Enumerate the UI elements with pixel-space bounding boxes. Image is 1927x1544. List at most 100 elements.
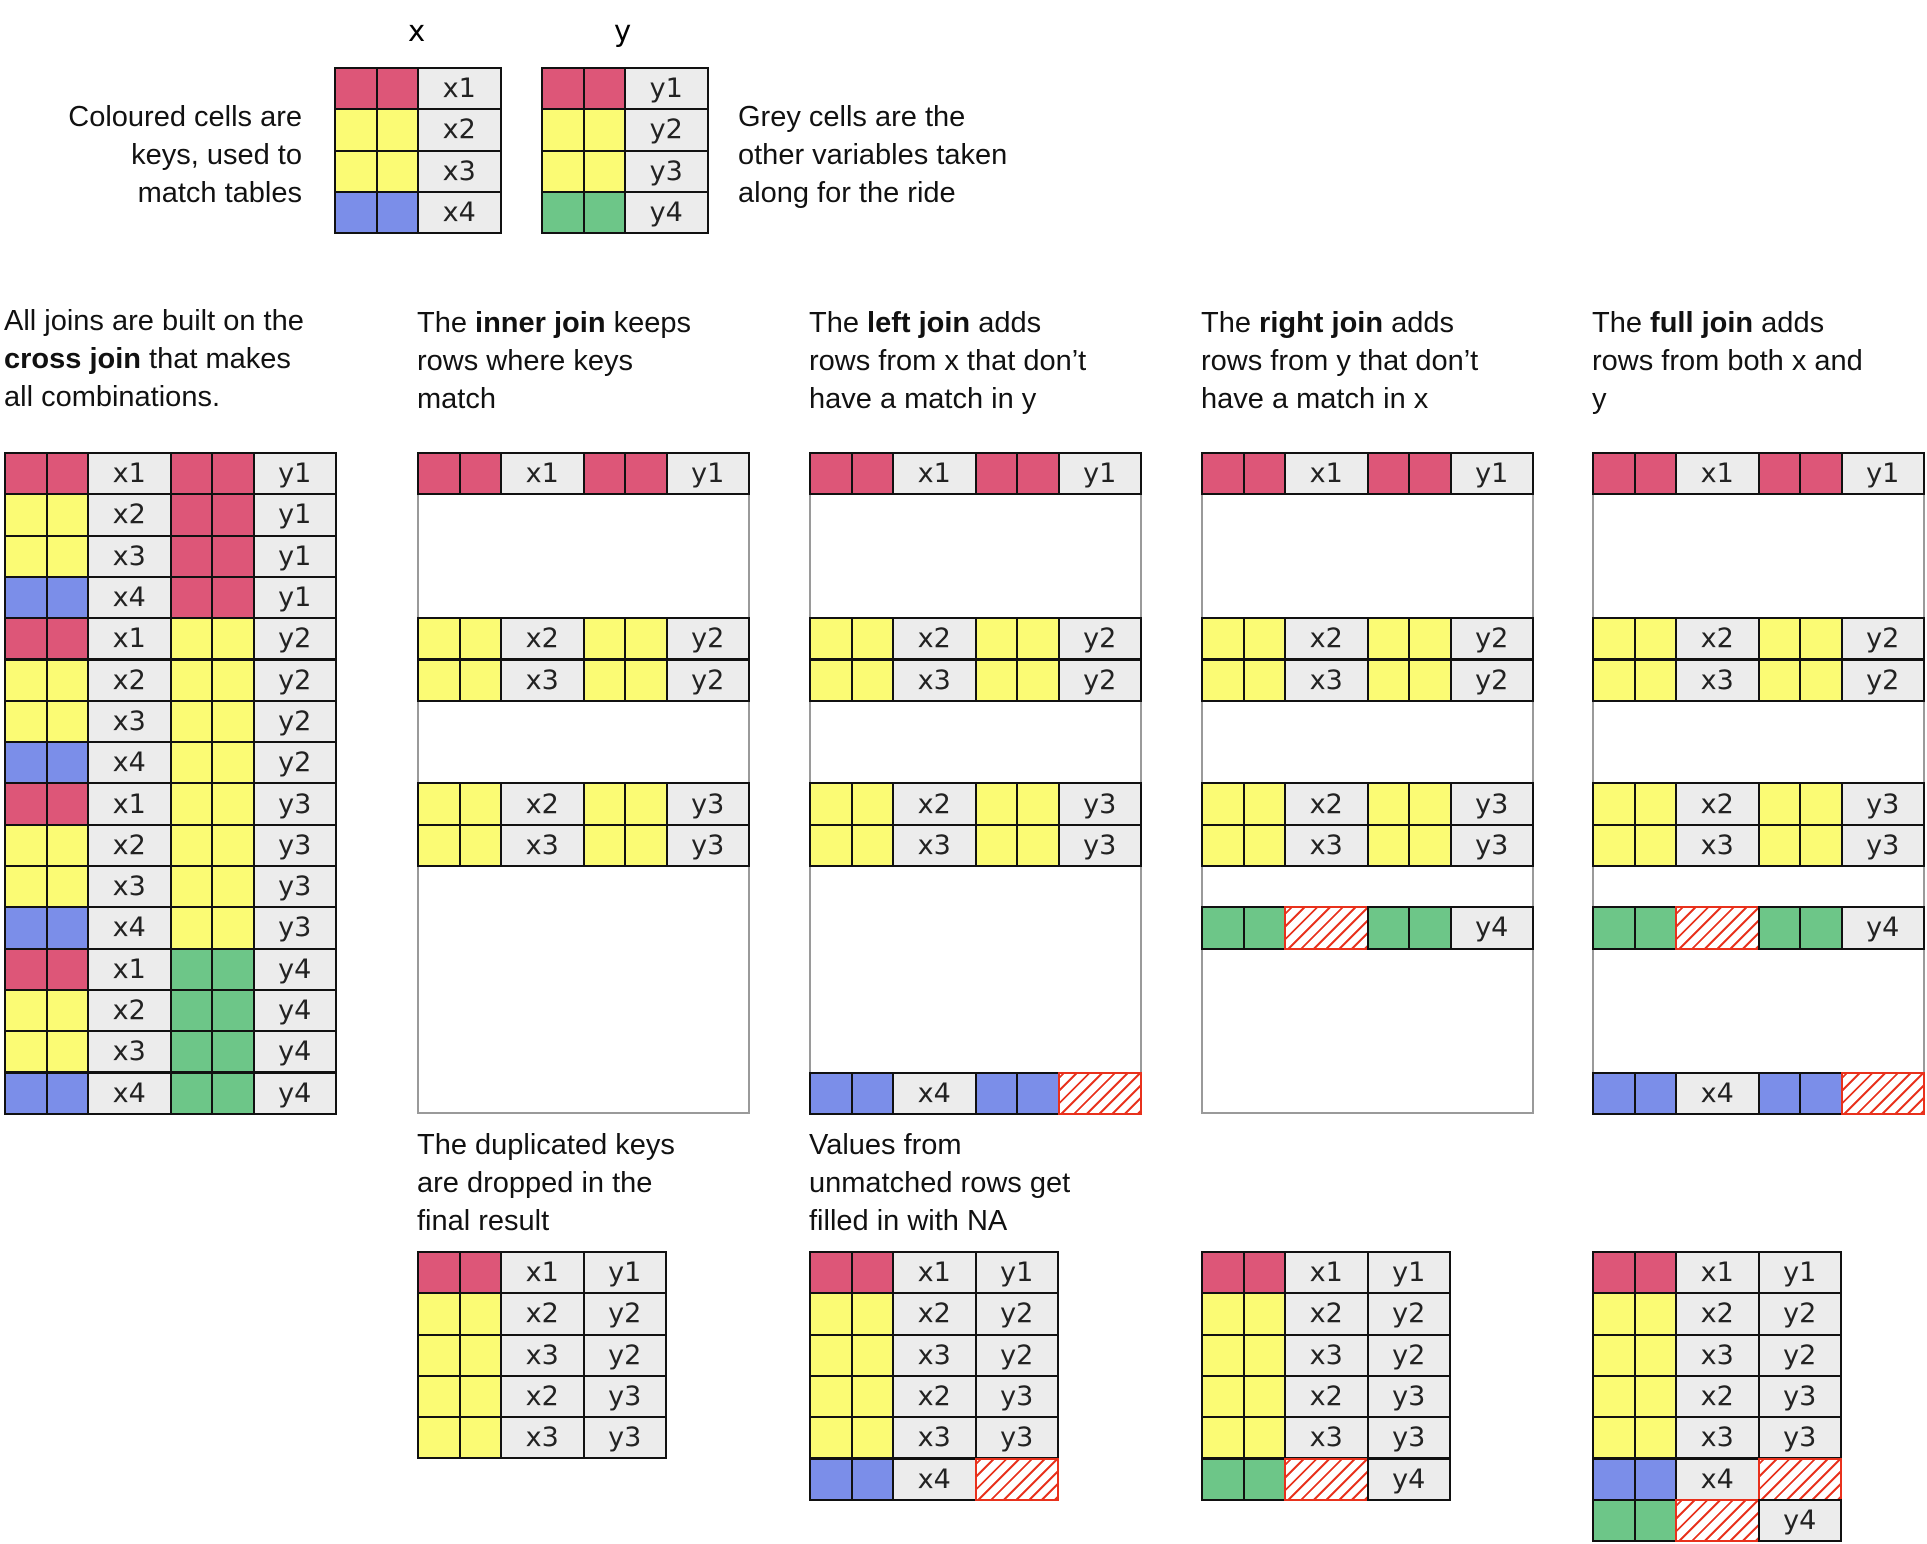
legend-values-line: Grey cells are the [738,101,966,133]
value-cell: x2 [87,988,172,1033]
key-cell [1201,823,1245,867]
value-cell: y2 [582,1292,667,1336]
value-cell: y1 [665,452,750,496]
key-cell [1757,823,1801,867]
value-cell: y1 [252,452,337,496]
key-cell [169,534,213,578]
key-cell [1242,906,1286,950]
value-cell: y3 [252,865,337,909]
key-cell [45,534,89,578]
legend-values-line: other variables taken [738,139,1008,171]
key-cell [45,782,89,826]
value-cell: y4 [1757,1498,1842,1543]
key-cell [1757,1071,1801,1115]
key-cell [4,699,48,744]
na-cell [1675,1498,1760,1543]
key-cell [974,782,1018,826]
key-cell [850,1251,894,1295]
join-name: cross join [4,343,141,375]
description-text: The [809,307,868,339]
join-name: full join [1650,307,1754,339]
na-cell [1284,1457,1369,1501]
join-description: The inner join keeps rows where keys match [417,304,787,418]
description-text: adds [1383,307,1455,339]
key-cell [417,1292,461,1336]
value-cell: x4 [1675,1071,1760,1115]
legend-keys-line: Coloured cells are [68,101,302,133]
key-cell [334,190,378,235]
value-cell: y3 [665,782,750,826]
key-cell [850,1457,894,1501]
key-cell [1799,1071,1843,1115]
key-cell [1633,1498,1677,1543]
key-cell [375,67,419,111]
description-text: All joins are built on the [4,305,304,337]
description-line: have a match in x [1201,380,1571,418]
key-cell [4,823,48,867]
value-cell: x3 [1675,658,1760,702]
key-cell [4,865,48,909]
key-cell [458,782,502,826]
key-cell [1633,658,1677,702]
key-cell [45,493,89,537]
key-cell [4,1030,48,1074]
key-cell [1201,1333,1245,1377]
key-cell [458,1416,502,1460]
key-cell [458,658,502,702]
key-cell [45,988,89,1033]
value-cell: y1 [252,575,337,620]
key-cell [1799,617,1843,661]
value-cell: x1 [1284,1251,1369,1295]
value-cell: y1 [1449,452,1534,496]
key-cell [417,1374,461,1419]
key-cell [1016,617,1060,661]
key-cell [1366,617,1410,661]
key-cell [809,452,853,496]
key-cell [541,67,585,111]
value-cell: x2 [87,658,172,702]
key-cell [4,906,48,950]
value-cell: x4 [892,1071,977,1115]
value-cell: x3 [892,658,977,702]
value-cell: x1 [87,782,172,826]
value-cell: x2 [500,1374,585,1419]
key-cell [1757,906,1801,950]
key-cell [169,906,213,950]
key-cell [211,617,255,661]
key-cell [1592,658,1636,702]
key-cell [809,1333,853,1377]
value-cell: y3 [974,1374,1059,1419]
key-cell [4,782,48,826]
key-cell [1592,1374,1636,1419]
key-cell [582,149,626,193]
key-cell [169,865,213,909]
key-cell [169,1030,213,1074]
value-cell: x3 [1284,658,1369,702]
value-cell: x1 [87,947,172,991]
key-cell [1408,906,1452,950]
description-text: The [417,307,476,339]
key-cell [809,1374,853,1419]
key-cell [1366,452,1410,496]
key-cell [169,575,213,620]
key-cell [211,699,255,744]
key-cell [45,823,89,867]
key-cell [169,823,213,867]
na-cell [1284,906,1369,950]
key-cell [417,617,461,661]
key-cell [45,906,89,950]
key-cell [375,149,419,193]
key-cell [624,617,668,661]
value-cell: x3 [500,823,585,867]
key-cell [1592,1071,1636,1115]
key-cell [211,741,255,785]
x-table-label: x [408,14,426,48]
key-cell [1201,658,1245,702]
key-cell [4,534,48,578]
key-cell [1757,658,1801,702]
key-cell [624,658,668,702]
value-cell: y1 [582,1251,667,1295]
value-cell: x3 [500,1333,585,1377]
join-name: inner join [475,307,606,339]
value-cell: x1 [500,1251,585,1295]
